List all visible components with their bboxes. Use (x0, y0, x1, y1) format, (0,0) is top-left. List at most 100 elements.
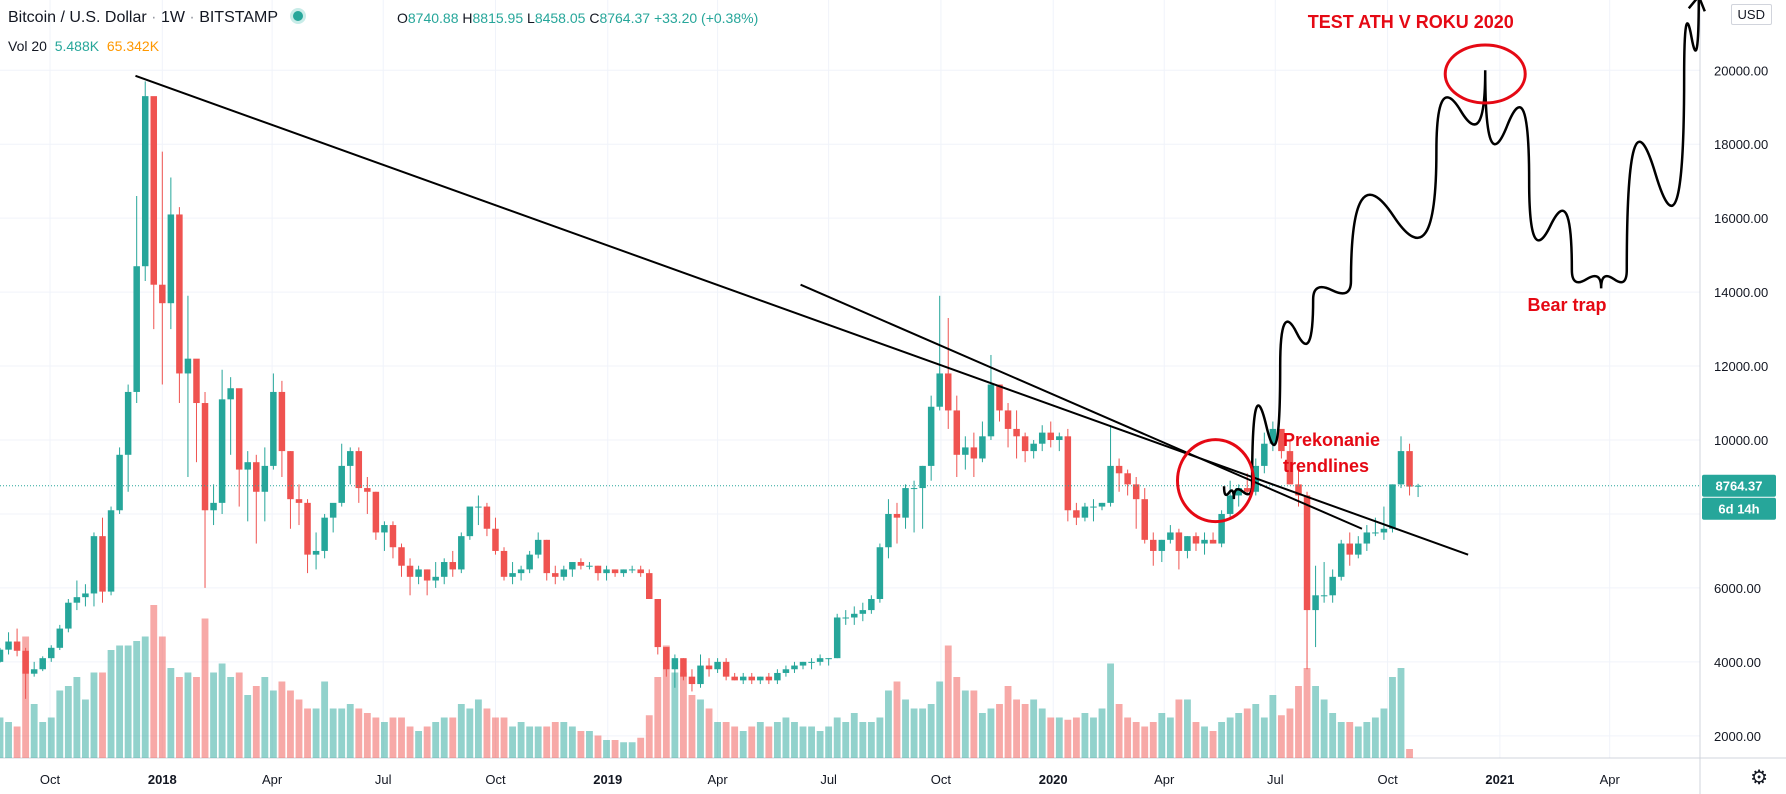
volume-bar (1107, 663, 1114, 758)
volume-bar (175, 677, 183, 758)
volume-bar (398, 717, 405, 758)
volume-bar (876, 717, 884, 758)
candle-body (287, 451, 294, 500)
candle-body (500, 550, 508, 577)
x-tick-label: Apr (1154, 772, 1175, 787)
close-value: 8764.37 (599, 10, 651, 26)
volume-bar (201, 618, 209, 758)
candle-body (13, 641, 21, 651)
volume-bar (637, 737, 645, 758)
candle-body (509, 573, 516, 577)
volume-label[interactable]: Vol 20 (8, 38, 47, 54)
candle-body (1201, 539, 1208, 544)
change-value: +33.20 (+0.38%) (653, 10, 759, 26)
volume-bar (449, 717, 457, 758)
currency-button[interactable]: USD (1730, 4, 1772, 25)
volume-bar (765, 726, 773, 758)
y-tick-label: 14000.00 (1714, 285, 1768, 300)
volume-bar (1149, 722, 1157, 758)
volume-bar (1371, 717, 1379, 758)
volume-bar (1064, 719, 1072, 758)
volume-bar (90, 672, 98, 758)
candle-body (1303, 495, 1311, 611)
candle-body (885, 513, 892, 548)
candle-body (466, 506, 474, 537)
separator: · (151, 9, 157, 26)
volume-bar (961, 690, 969, 758)
volume-bar (133, 641, 141, 758)
candle-body (1243, 488, 1251, 492)
volume-bar (603, 740, 610, 758)
volume-bar (1072, 717, 1080, 758)
candle-body (1363, 532, 1371, 544)
interval-label[interactable]: 1W (160, 9, 185, 26)
volume-bar (218, 663, 226, 758)
candle-body (808, 661, 815, 663)
volume-bar (645, 715, 653, 758)
candle-body (680, 658, 687, 677)
volume-bar (1397, 668, 1405, 758)
candle-body (868, 599, 875, 611)
candle-body (48, 647, 55, 659)
candle-body (902, 488, 909, 518)
volume-bar (1354, 726, 1362, 758)
candle-body (1261, 443, 1268, 466)
candle-body (782, 669, 790, 673)
volume-bar (987, 708, 995, 758)
volume-bar (492, 717, 499, 758)
volume-bar (936, 681, 944, 758)
x-tick-label: Oct (1377, 772, 1398, 787)
breakout-annotation-label: Prekonanie (1283, 430, 1380, 450)
volume-bar (842, 722, 850, 758)
candle-body (927, 406, 935, 466)
candle-body (1295, 484, 1302, 496)
candle-body (688, 676, 696, 685)
volume-bar (560, 722, 568, 758)
candle-body (312, 550, 320, 555)
candle-body (569, 562, 576, 570)
candle-body (1209, 539, 1217, 544)
candle-body (278, 391, 286, 452)
volume-bar (389, 717, 397, 758)
candle-body (1158, 539, 1166, 551)
candle-body (22, 650, 29, 674)
volume-bar (1337, 722, 1345, 758)
candle-body (1167, 532, 1174, 540)
volume-bar (1320, 699, 1328, 758)
volume-bar (978, 713, 986, 758)
volume-bar (996, 704, 1003, 758)
candle-body (944, 373, 952, 411)
volume-bar (338, 708, 346, 758)
volume-bar (1286, 708, 1294, 758)
candle-body (996, 384, 1003, 411)
x-tick-label: Jul (375, 772, 392, 787)
candle-body (603, 569, 610, 574)
volume-bar (167, 668, 175, 758)
candle-body (261, 465, 269, 492)
candle-body (987, 384, 995, 437)
last-price-tag: 8764.37 (1716, 479, 1763, 494)
volume-bar (227, 677, 235, 758)
volume-legend: Vol 20 5.488K 65.342K (8, 38, 159, 54)
candle-body (1406, 451, 1413, 487)
projection-arrowhead (1687, 0, 1706, 12)
volume-bar (500, 717, 508, 758)
symbol-title[interactable]: Bitcoin / U.S. Dollar (8, 9, 147, 26)
settings-gear-icon[interactable]: ⚙ (1750, 767, 1768, 789)
candle-body (227, 388, 234, 400)
volume-bar (568, 726, 576, 758)
volume-bar (509, 726, 516, 758)
ath-annotation-label: TEST ATH V ROKU 2020 (1308, 12, 1514, 32)
y-tick-label: 16000.00 (1714, 211, 1768, 226)
volume-bar (1115, 704, 1123, 758)
volume-bar (1218, 722, 1226, 758)
trendline-long (135, 74, 1469, 556)
candle-body (56, 628, 64, 648)
volume-bar (1081, 713, 1089, 758)
candle-body (799, 661, 807, 666)
volume-bar (210, 672, 217, 758)
volume-bar (577, 731, 585, 758)
candle-body (1312, 595, 1319, 611)
volume-bar (825, 726, 833, 758)
